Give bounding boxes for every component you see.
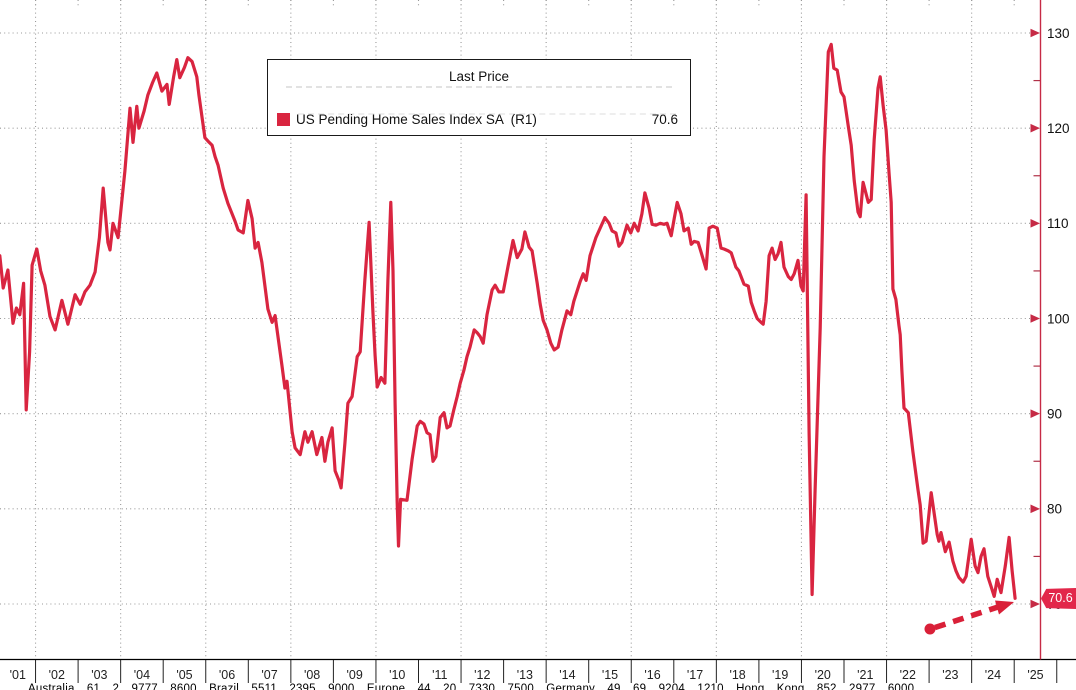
y-axis-tick-arrow-icon: [1030, 219, 1040, 228]
series-last-value: 70.6: [651, 112, 678, 127]
x-axis-year-label: '22: [900, 668, 916, 682]
y-axis-tick-label: 130: [1047, 26, 1070, 41]
x-axis-year-label: '18: [729, 668, 745, 682]
legend-watermark-line-2: [298, 113, 676, 115]
x-axis-year-label: '24: [985, 668, 1001, 682]
series-label: US Pending Home Sales Index SA (R1): [296, 112, 537, 127]
y-axis-tick-label: 90: [1047, 406, 1062, 421]
y-axis-tick-label: 100: [1047, 311, 1070, 326]
x-axis-year-label: '17: [687, 668, 703, 682]
x-axis-year-label: '19: [772, 668, 788, 682]
x-axis-year-label: '08: [304, 668, 320, 682]
x-axis-year-label: '12: [474, 668, 490, 682]
x-axis-year-label: '10: [389, 668, 405, 682]
x-axis-year-label: '03: [91, 668, 107, 682]
annotation-arrow-shaft: [934, 604, 999, 631]
y-axis-tick-arrow-icon: [1030, 504, 1040, 514]
x-axis-year-label: '11: [432, 668, 447, 682]
x-axis-year-label: '09: [347, 668, 363, 682]
annotation-arrow-head-icon: [995, 600, 1014, 615]
y-axis-tick-arrow-icon: [1030, 314, 1040, 323]
x-axis-year-label: '01: [10, 668, 26, 682]
last-price-badge: 70.6: [1041, 588, 1076, 609]
legend-title: Last Price: [448, 69, 510, 84]
price-line-series: [0, 42, 1017, 600]
y-axis-tick-arrow-icon: [1030, 123, 1040, 133]
x-axis-year-label: '23: [942, 668, 958, 682]
x-axis-year-label: '21: [857, 668, 873, 682]
x-axis-year-label: '06: [219, 668, 235, 682]
y-axis-tick-label: 120: [1047, 121, 1070, 136]
x-axis-year-label: '05: [176, 668, 192, 682]
y-axis-tick-arrow-icon: [1030, 409, 1040, 418]
x-axis-year-label: '07: [261, 668, 277, 682]
x-axis-year-label: '02: [49, 668, 65, 682]
x-axis-year-label: '20: [815, 668, 831, 682]
x-axis-year-label: '16: [644, 668, 660, 682]
legend-box: Last Price US Pending Home Sales Index S…: [267, 59, 691, 136]
y-axis-tick-arrow-icon: [1030, 599, 1040, 609]
bloomberg-footer-text: Australia 61 2 9777 8600 Brazil 5511 239…: [28, 683, 915, 690]
series-swatch-icon: [277, 113, 290, 126]
y-axis-tick-label: 110: [1047, 216, 1069, 231]
x-axis-year-label: '25: [1027, 668, 1043, 682]
annotation-arrow-dot: [924, 623, 936, 635]
y-axis-tick-arrow-icon: [1030, 28, 1040, 38]
x-axis-year-label: '14: [559, 668, 575, 682]
legend-watermark-line: [286, 86, 672, 88]
x-axis-year-label: '13: [517, 668, 533, 682]
legend-series-row: US Pending Home Sales Index SA (R1) 70.6: [277, 112, 678, 127]
x-axis-year-label: '15: [602, 668, 618, 682]
x-axis-year-label: '04: [134, 668, 150, 682]
y-axis-tick-label: 80: [1047, 502, 1062, 517]
